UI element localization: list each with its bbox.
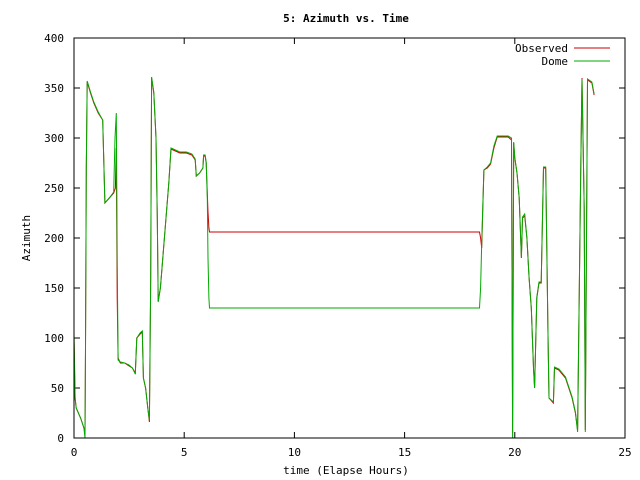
series-layer <box>73 76 595 439</box>
x-tick-label: 25 <box>618 446 631 459</box>
series-line-observed <box>73 77 595 434</box>
legend: Observed Dome <box>515 42 610 68</box>
y-axis-label: Azimuth <box>20 215 33 261</box>
x-tick-label: 20 <box>508 446 521 459</box>
legend-label-dome: Dome <box>542 55 569 68</box>
y-tick-label: 200 <box>44 232 64 245</box>
plot-frame <box>73 37 626 439</box>
x-tick-label: 15 <box>398 446 411 459</box>
y-tick-label: 150 <box>44 282 64 295</box>
y-tick-label: 0 <box>57 432 64 445</box>
y-tick-label: 400 <box>44 32 64 45</box>
y-tick-label: 350 <box>44 82 64 95</box>
x-tick-label: 5 <box>181 446 188 459</box>
y-tick-label: 50 <box>51 382 64 395</box>
y-tick-label: 250 <box>44 182 64 195</box>
chart-title: 5: Azimuth vs. Time <box>283 12 409 25</box>
y-tick-label: 100 <box>44 332 64 345</box>
x-tick-label: 0 <box>71 446 78 459</box>
x-axis-label: time (Elapse Hours) <box>283 464 409 477</box>
legend-label-observed: Observed <box>515 42 568 55</box>
y-tick-label: 300 <box>44 132 64 145</box>
series-line-dome <box>73 76 595 439</box>
x-tick-label: 10 <box>288 446 301 459</box>
